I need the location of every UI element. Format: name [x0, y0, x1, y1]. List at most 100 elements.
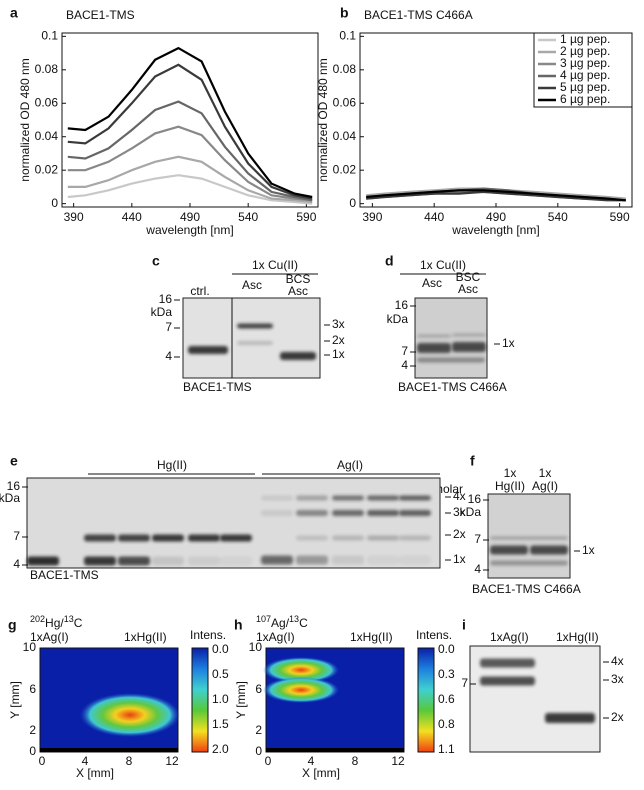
x-tick-label: 12 — [165, 754, 179, 768]
gel-band — [530, 545, 568, 555]
gel-band — [188, 346, 228, 354]
panel-letter: c — [152, 253, 160, 269]
gel-band — [237, 323, 273, 329]
x-axis-label: wavelength [nm] — [145, 223, 233, 237]
marker-label: 7 — [13, 529, 20, 543]
marker-label: kDa — [0, 491, 20, 505]
lane-label: 1x — [539, 466, 552, 480]
marker-label: 4 — [474, 562, 481, 576]
marker-label: 7 — [461, 676, 468, 690]
x-tick-label: 490 — [486, 210, 506, 224]
signal — [263, 657, 339, 683]
gel-band — [261, 495, 293, 501]
band-label: 4x — [611, 654, 624, 668]
panel-letter: i — [462, 617, 466, 633]
x-tick-label: 12 — [391, 754, 405, 768]
colorbar — [191, 647, 209, 753]
x-tick-label: 8 — [126, 754, 133, 768]
y-tick-label: 0.06 — [35, 95, 59, 109]
x-tick-label: 440 — [424, 210, 444, 224]
series-line — [67, 125, 313, 202]
gel-band — [152, 534, 184, 542]
heatmap-floor — [40, 748, 178, 752]
marker-label: kDa — [387, 312, 409, 326]
series-line — [366, 190, 626, 202]
lane-label: 1xHg(II) — [556, 630, 599, 644]
legend-label: 3 µg pep. — [560, 56, 610, 70]
title-part: 13 — [64, 614, 74, 624]
gel-image — [182, 297, 321, 379]
band-label: 1x — [582, 543, 595, 557]
y-tick-label: 0 — [29, 744, 36, 758]
gel-band — [417, 343, 451, 353]
lane-label: Ag(I) — [532, 479, 558, 493]
gel-band — [399, 495, 431, 501]
group-header: Ag(I) — [337, 458, 363, 472]
gel-band — [296, 555, 328, 565]
gel-band — [490, 536, 568, 540]
gel-band — [367, 535, 399, 541]
gel-band — [84, 534, 116, 542]
colorbar-tick-label: 1.1 — [438, 742, 455, 756]
colorbar-tick-label: 0.8 — [438, 717, 455, 731]
lane-label: BSC — [456, 270, 481, 284]
y-tick-label: 0 — [51, 196, 58, 210]
gel-band — [367, 510, 399, 516]
gel-band — [480, 658, 535, 668]
caption: BACE1-TMS — [183, 380, 252, 394]
y-tick-label: 0.1 — [41, 29, 58, 43]
x-tick-label: 490 — [180, 210, 200, 224]
panel-letter: b — [340, 5, 349, 21]
marker-label: kDa — [151, 305, 173, 319]
y-axis-label: normalized OD 480 nm — [18, 58, 32, 181]
gel-band — [399, 555, 431, 565]
colorbar — [417, 647, 435, 753]
y-tick-label: 0.02 — [35, 162, 59, 176]
gel-band — [399, 535, 431, 541]
group-header: 1x Cu(II) — [420, 258, 466, 272]
chart-title: BACE1-TMS — [66, 8, 135, 22]
series-line — [366, 189, 626, 202]
x-tick-label: 4 — [308, 754, 315, 768]
series-line — [67, 46, 313, 199]
y-tick-label: 6 — [29, 682, 36, 696]
gel-band — [220, 556, 252, 566]
y-tick-label: 0.04 — [35, 129, 59, 143]
marker-label: 4 — [13, 557, 20, 571]
gel-band — [452, 333, 486, 337]
x-tick-label: 540 — [548, 210, 568, 224]
y-tick-label: 10 — [23, 640, 37, 654]
colorbar-tick-label: 0.0 — [212, 642, 229, 656]
gel-band — [118, 534, 150, 542]
title-part: 13 — [289, 614, 299, 624]
panel-letter: a — [10, 5, 18, 21]
lane-label: 1xAg(I) — [256, 630, 295, 644]
band-label: 4x — [453, 489, 466, 503]
marker-label: 7 — [401, 344, 408, 358]
y-tick-label: 0 — [255, 744, 262, 758]
y-tick-label: 0.02 — [333, 162, 357, 176]
x-tick-label: 0 — [39, 754, 46, 768]
gel-band — [220, 534, 252, 542]
lane-label: Asc — [422, 276, 442, 290]
gel-band — [332, 495, 364, 501]
lane-label: ctrl. — [190, 284, 209, 298]
caption: BACE1-TMS C466A — [398, 380, 507, 394]
y-tick-label: 0.06 — [333, 95, 357, 109]
gel-band — [399, 510, 431, 516]
series-line — [67, 155, 313, 204]
band-label: 2x — [611, 710, 624, 724]
signal — [263, 677, 339, 703]
gel-image — [26, 477, 441, 569]
y-axis-label: normalized OD 480 nm — [316, 58, 330, 181]
gel-band — [261, 555, 293, 565]
band-label: 3x — [611, 672, 624, 686]
heatmap-floor — [266, 748, 404, 752]
panel-letter: g — [8, 617, 17, 633]
gel-band — [280, 352, 316, 360]
x-tick-label: 390 — [64, 210, 84, 224]
gel-band — [188, 534, 220, 542]
gel-band — [332, 555, 364, 565]
gel-band — [332, 535, 364, 541]
y-axis-label: Y [mm] — [8, 681, 22, 719]
